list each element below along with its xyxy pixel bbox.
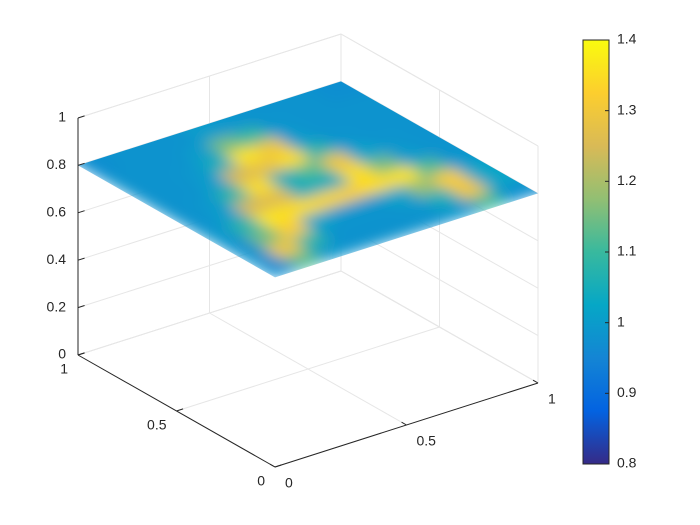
x-tick xyxy=(269,463,276,468)
grid-line xyxy=(77,270,342,356)
grid-line xyxy=(340,270,539,384)
y-tick-label: 0 xyxy=(257,473,265,489)
colorbar-tick-label: 0.8 xyxy=(617,455,637,471)
z-tick-label: 0 xyxy=(58,346,66,362)
colorbar-tick-label: 1.4 xyxy=(617,31,637,47)
colorbar-tick-label: 1 xyxy=(617,313,625,329)
y-tick xyxy=(176,408,184,412)
y-tick-label: 0.5 xyxy=(147,417,167,433)
x-tick-label: 1 xyxy=(548,391,556,407)
colorbar-tick-label: 1.2 xyxy=(617,172,637,188)
surface-cells xyxy=(78,81,538,278)
x-tick xyxy=(401,421,407,426)
colorbar-tick-label: 1.1 xyxy=(617,243,637,259)
z-tick xyxy=(77,162,85,166)
x-tick-label: 0.5 xyxy=(417,433,437,449)
x-tick-label: 0 xyxy=(285,475,293,491)
z-tick-label: 0.6 xyxy=(47,204,67,220)
surface xyxy=(78,81,538,278)
y-tick-label: 1 xyxy=(60,361,68,377)
z-tick-label: 1 xyxy=(58,109,66,125)
z-tick xyxy=(77,115,85,119)
z-tick xyxy=(77,352,85,356)
y-tick xyxy=(274,464,282,468)
colorbar-scale xyxy=(582,39,610,465)
z-tick-label: 0.8 xyxy=(47,156,67,172)
colorbar-tick-label: 1.3 xyxy=(617,101,637,117)
z-tick-label: 0.4 xyxy=(47,251,67,267)
x-tick xyxy=(532,379,539,384)
grid-line xyxy=(77,33,342,119)
colorbar: 0.8 0.9 1 1.1 1.2 1.3 1.4 xyxy=(582,31,637,471)
grid-line xyxy=(340,33,539,147)
z-tick xyxy=(77,305,85,309)
colorbar-tick-label: 0.9 xyxy=(617,384,637,400)
z-tick-label: 0.2 xyxy=(47,298,67,314)
z-tick xyxy=(77,210,85,214)
z-tick xyxy=(77,257,85,261)
grid-line xyxy=(176,326,440,412)
